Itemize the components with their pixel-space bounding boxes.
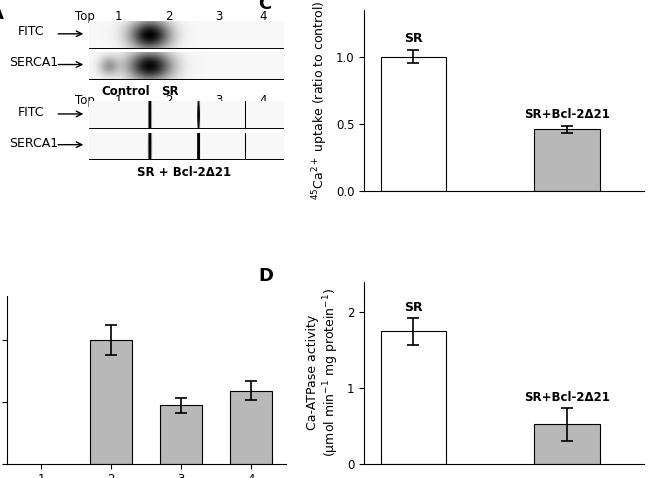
Text: 3: 3	[215, 10, 222, 22]
Bar	[90, 340, 132, 464]
Y-axis label: $^{45}$Ca$^{2+}$ uptake (ratio to control): $^{45}$Ca$^{2+}$ uptake (ratio to contro…	[311, 0, 330, 200]
Bar	[89, 101, 283, 128]
Text: Top: Top	[75, 10, 95, 22]
Text: Top: Top	[75, 94, 95, 107]
Text: 1: 1	[114, 94, 122, 107]
Text: SERCA1: SERCA1	[9, 137, 58, 150]
Bar	[89, 21, 283, 48]
Text: 1: 1	[114, 10, 122, 22]
Bar	[380, 331, 447, 464]
Bar	[89, 52, 283, 79]
Bar	[160, 405, 202, 464]
Text: D: D	[258, 268, 273, 285]
Text: 3: 3	[215, 94, 222, 107]
Text: Control: Control	[101, 85, 150, 98]
Bar	[534, 424, 600, 464]
Text: SR: SR	[161, 85, 179, 98]
Text: A: A	[0, 5, 4, 23]
Text: FITC: FITC	[18, 25, 44, 38]
Bar	[230, 391, 272, 464]
Bar	[89, 133, 283, 159]
Text: 2: 2	[165, 10, 172, 22]
Text: SERCA1: SERCA1	[9, 56, 58, 69]
Text: SR+Bcl-2Δ21: SR+Bcl-2Δ21	[524, 108, 610, 120]
Text: FITC: FITC	[18, 106, 44, 119]
Y-axis label: Ca-ATPase activity
(μmol min$^{-1}$ mg protein$^{-1}$): Ca-ATPase activity (μmol min$^{-1}$ mg p…	[306, 288, 341, 457]
Bar	[380, 57, 447, 191]
Text: SR: SR	[404, 301, 422, 314]
Text: 2: 2	[165, 94, 172, 107]
Text: SR + Bcl-2Δ21: SR + Bcl-2Δ21	[137, 166, 231, 179]
Text: 4: 4	[260, 10, 267, 22]
Bar	[534, 130, 600, 191]
Text: 4: 4	[260, 94, 267, 107]
Text: SR: SR	[404, 32, 422, 44]
Text: C: C	[258, 0, 271, 13]
Text: SR+Bcl-2Δ21: SR+Bcl-2Δ21	[524, 391, 610, 404]
